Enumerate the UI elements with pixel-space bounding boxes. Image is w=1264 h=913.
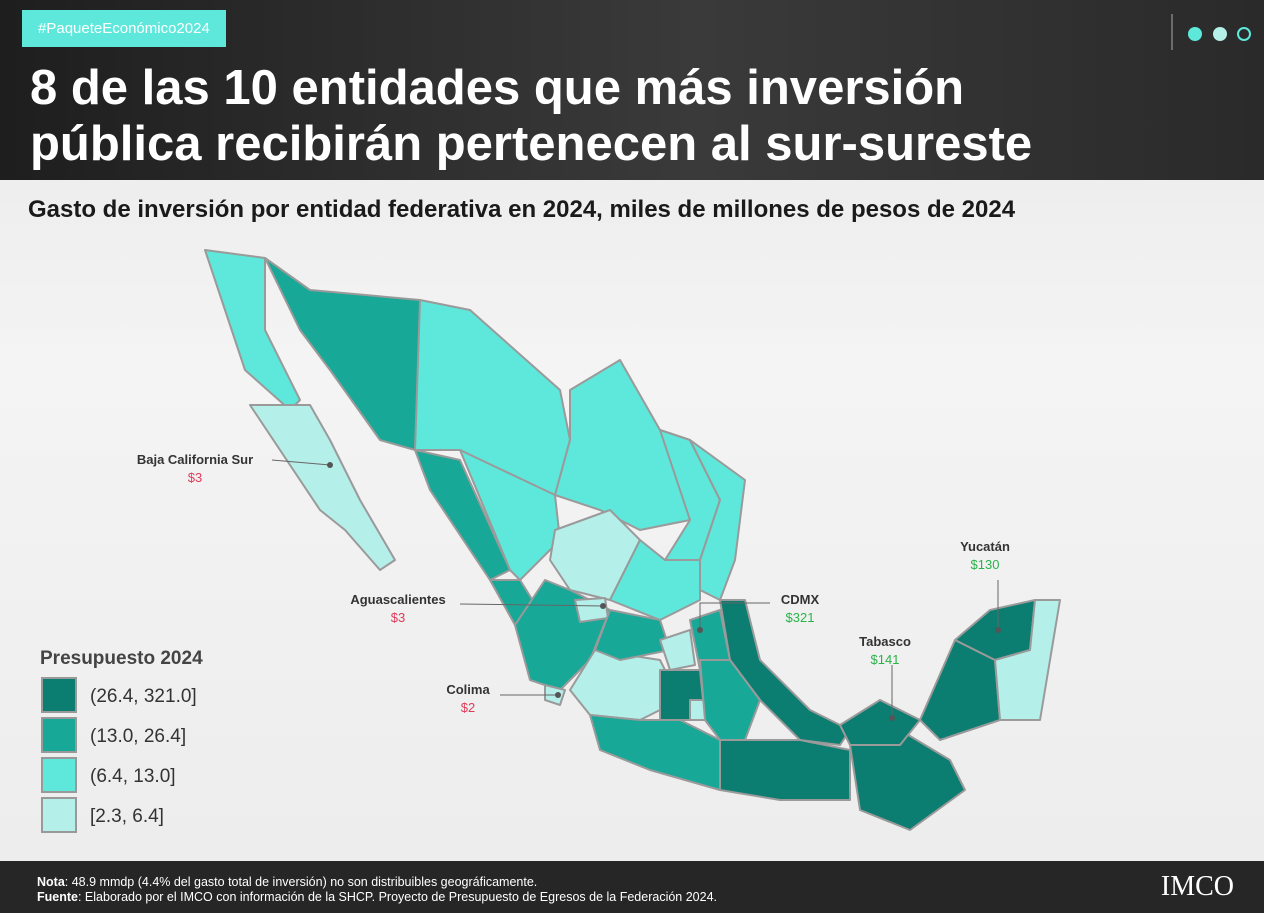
legend-swatch xyxy=(42,758,76,792)
legend-swatch xyxy=(42,798,76,832)
source-label: Fuente xyxy=(37,890,78,904)
state-name: Aguascalientes xyxy=(350,592,445,607)
state-name: Colima xyxy=(446,682,490,697)
source: Fuente: Elaborado por el IMCO con inform… xyxy=(37,890,717,904)
legend-label: (26.4, 321.0] xyxy=(90,686,197,707)
infographic: #PaqueteEconómico2024 8 de las 10 entida… xyxy=(0,0,1264,913)
leader-dot xyxy=(995,627,1001,633)
legend-label: (6.4, 13.0] xyxy=(90,766,176,787)
leader-dot xyxy=(889,715,895,721)
leader-dot xyxy=(600,603,606,609)
note-label: Nota xyxy=(37,875,65,889)
title-line: pública recibirán pertenecen al sur-sure… xyxy=(30,116,1032,172)
logo: IMCO xyxy=(1161,871,1234,903)
map: Presupuesto 2024 (26.4, 321.0] (13.0, 26.4… xyxy=(0,225,1264,865)
state-name: CDMX xyxy=(781,592,820,607)
dots xyxy=(1165,12,1255,52)
state-value: $3 xyxy=(188,470,202,485)
header: #PaqueteEconómico2024 8 de las 10 entida… xyxy=(0,0,1264,180)
legend-title: Presupuesto 2024 xyxy=(40,648,203,669)
legend-swatch xyxy=(42,718,76,752)
title: 8 de las 10 entidades que más inversión … xyxy=(30,60,1032,172)
state-name: Yucatán xyxy=(960,539,1010,554)
legend-label: [2.3, 6.4] xyxy=(90,806,164,827)
legend-label: (13.0, 26.4] xyxy=(90,726,186,747)
leader-dot xyxy=(697,627,703,633)
state-value: $130 xyxy=(971,557,1000,572)
leader-dot xyxy=(327,462,333,468)
note: Nota: 48.9 mmdp (4.4% del gasto total de… xyxy=(37,875,537,889)
footer: Nota: 48.9 mmdp (4.4% del gasto total de… xyxy=(0,861,1264,913)
hashtag: #PaqueteEconómico2024 xyxy=(22,10,226,47)
state-value: $3 xyxy=(391,610,405,625)
state-name: Baja California Sur xyxy=(137,452,253,467)
state-value: $2 xyxy=(461,700,475,715)
title-line: 8 de las 10 entidades que más inversión xyxy=(30,60,1032,116)
legend-swatch xyxy=(42,678,76,712)
source-text: : Elaborado por el IMCO con información … xyxy=(78,890,717,904)
subtitle: Gasto de inversión por entidad federativ… xyxy=(28,196,1015,224)
state-value: $141 xyxy=(871,652,900,667)
state-value: $321 xyxy=(786,610,815,625)
state-name: Tabasco xyxy=(859,634,911,649)
note-text: : 48.9 mmdp (4.4% del gasto total de inv… xyxy=(65,875,538,889)
leader-dot xyxy=(555,692,561,698)
